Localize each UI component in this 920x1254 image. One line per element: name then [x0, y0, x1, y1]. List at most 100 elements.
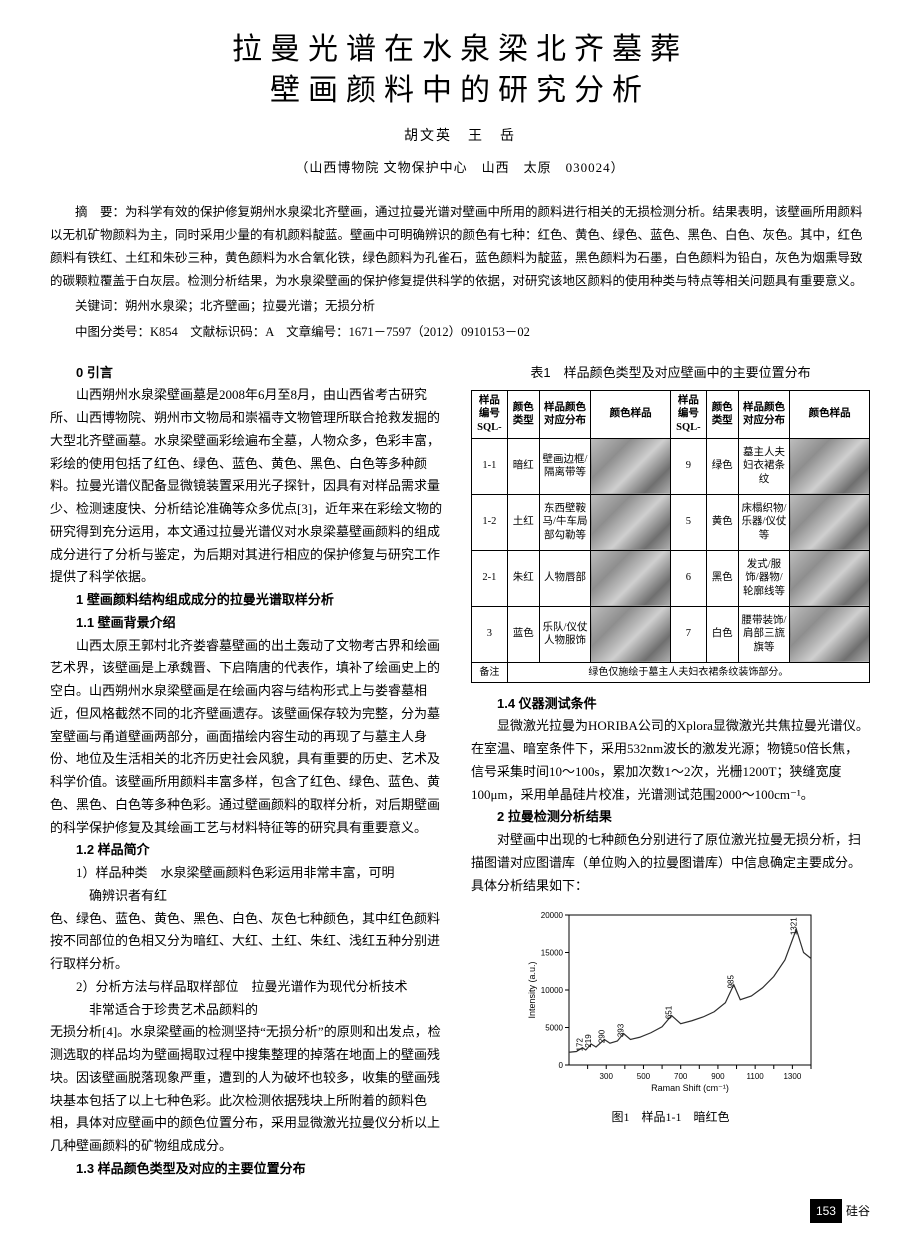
sample-image-cell [790, 494, 870, 550]
page-footer: 153 硅谷 [50, 1199, 870, 1223]
table-cell: 1-1 [472, 438, 508, 494]
table-cell: 发式/服饰/器物/轮廓线等 [738, 550, 790, 606]
right-column: 表1 样品颜色类型及对应壁画中的主要位置分布 样品编号SQL- 颜色类型 样品颜… [471, 362, 870, 1181]
sample-image-cell [790, 438, 870, 494]
section-0-title: 0 引言 [50, 362, 449, 385]
sample-image-cell [591, 438, 671, 494]
svg-text:1321: 1321 [789, 917, 798, 935]
th-l-color: 颜色类型 [507, 390, 539, 438]
svg-text:1100: 1100 [746, 1072, 764, 1081]
table-cell: 黄色 [706, 494, 738, 550]
th-l-img: 颜色样品 [591, 390, 671, 438]
section-12-i1a: 1）样品种类 水泉梁壁画颜料色彩运用非常丰富，可明 [50, 862, 449, 885]
section-12-i2b: 非常适合于珍贵艺术品颜料的 [50, 999, 449, 1022]
svg-text:0: 0 [558, 1061, 563, 1070]
paper-title: 拉曼光谱在水泉梁北齐墓葬 壁画颜料中的研究分析 [50, 30, 870, 111]
th-l-loc: 样品颜色对应分布 [539, 390, 591, 438]
th-r-color: 颜色类型 [706, 390, 738, 438]
svg-text:900: 900 [711, 1072, 725, 1081]
svg-text:1300: 1300 [783, 1072, 801, 1081]
section-11-p1: 山西太原王郭村北齐娄睿墓壁画的出土轰动了文物考古界和绘画艺术界，该壁画是上承魏晋… [50, 635, 449, 840]
table-cell: 2-1 [472, 550, 508, 606]
section-12-i2a: 2）分析方法与样品取样部位 拉曼光谱作为现代分析技术 [50, 976, 449, 999]
table-row: 2-1朱红人物唇部 6黑色发式/服饰/器物/轮廓线等 [472, 550, 870, 606]
abstract-block: 摘 要：为科学有效的保护修复朔州水泉梁北齐壁画，通过拉曼光谱对壁画中所用的颜料进… [50, 201, 870, 344]
section-12-p2: 无损分析[4]。水泉梁壁画的检测坚持“无损分析”的原则和出发点，检测选取的样品均… [50, 1021, 449, 1158]
keywords-text: 朔州水泉梁；北齐壁画；拉曼光谱；无损分析 [125, 299, 375, 313]
table-cell: 乐队/仪仗人物服饰 [539, 606, 591, 662]
table-cell: 腰带装饰/肩部三旒旗等 [738, 606, 790, 662]
table-cell: 3 [472, 606, 508, 662]
sample-table: 样品编号SQL- 颜色类型 样品颜色对应分布 颜色样品 样品编号SQL- 颜色类… [471, 390, 870, 683]
table-header-row: 样品编号SQL- 颜色类型 样品颜色对应分布 颜色样品 样品编号SQL- 颜色类… [472, 390, 870, 438]
table-cell: 6 [670, 550, 706, 606]
svg-text:500: 500 [636, 1072, 650, 1081]
section-13-title: 1.3 样品颜色类型及对应的主要位置分布 [50, 1158, 449, 1181]
sample-image-cell [790, 606, 870, 662]
svg-text:651: 651 [664, 1006, 673, 1020]
table-cell: 人物唇部 [539, 550, 591, 606]
table-cell: 7 [670, 606, 706, 662]
raman-chart: 3005007009001100130005000100001500020000… [471, 905, 870, 1102]
section-12-p1: 色、绿色、蓝色、黄色、黑色、白色、灰色七种颜色，其中红色颜料按不同部位的色相又分… [50, 908, 449, 976]
abstract-text: 摘 要：为科学有效的保护修复朔州水泉梁北齐壁画，通过拉曼光谱对壁画中所用的颜料进… [50, 201, 870, 294]
table-cell: 蓝色 [507, 606, 539, 662]
page-footer-brand: 硅谷 [846, 1201, 870, 1221]
page-number: 153 [810, 1199, 842, 1223]
section-1-title: 1 壁画颜料结构组成成分的拉曼光谱取样分析 [50, 589, 449, 612]
section-12-i1b: 确辨识者有红 [50, 885, 449, 908]
svg-text:Raman Shift (cm⁻¹): Raman Shift (cm⁻¹) [651, 1083, 729, 1093]
svg-text:700: 700 [674, 1072, 688, 1081]
table-note-row: 备注 绿色仅施绘于墓主人夫妇衣裙条纹装饰部分。 [472, 662, 870, 682]
left-column: 0 引言 山西朔州水泉梁壁画墓是2008年6月至8月，由山西省考古研究所、山西博… [50, 362, 449, 1181]
abstract-body: 为科学有效的保护修复朔州水泉梁北齐壁画，通过拉曼光谱对壁画中所用的颜料进行相关的… [50, 205, 863, 288]
svg-text:219: 219 [584, 1034, 593, 1048]
table-cell: 1-2 [472, 494, 508, 550]
keywords-label: 关键词： [75, 299, 125, 313]
svg-text:5000: 5000 [545, 1024, 563, 1033]
table-cell: 绿色 [706, 438, 738, 494]
section-0-p1: 山西朔州水泉梁壁画墓是2008年6月至8月，由山西省考古研究所、山西博物院、朔州… [50, 384, 449, 589]
svg-text:985: 985 [726, 975, 735, 989]
table-cell: 白色 [706, 606, 738, 662]
chart-svg: 3005007009001100130005000100001500020000… [521, 905, 821, 1095]
title-line-2: 壁画颜料中的研究分析 [270, 74, 650, 107]
svg-text:Intensity (a.u.): Intensity (a.u.) [527, 962, 537, 1019]
sample-image-cell [591, 494, 671, 550]
th-r-id: 样品编号SQL- [670, 390, 706, 438]
keywords-line: 关键词：朔州水泉梁；北齐壁画；拉曼光谱；无损分析 [50, 295, 870, 318]
sample-image-cell [591, 606, 671, 662]
section-12-title: 1.2 样品简介 [50, 839, 449, 862]
table-cell: 墓主人夫妇衣裙条纹 [738, 438, 790, 494]
th-r-loc: 样品颜色对应分布 [738, 390, 790, 438]
table-row: 1-1暗红壁画边框/隔离带等 9绿色墓主人夫妇衣裙条纹 [472, 438, 870, 494]
table-cell: 黑色 [706, 550, 738, 606]
section-2-title: 2 拉曼检测分析结果 [471, 806, 870, 829]
table-note: 绿色仅施绘于墓主人夫妇衣裙条纹装饰部分。 [507, 662, 869, 682]
table-cell: 壁画边框/隔离带等 [539, 438, 591, 494]
table-cell: 9 [670, 438, 706, 494]
svg-text:10000: 10000 [540, 986, 563, 995]
table-row: 1-2土红东西壁鞍马/牛车局部勾勒等5黄色床榻织物/乐器/仪仗等 [472, 494, 870, 550]
table-cell: 朱红 [507, 550, 539, 606]
svg-text:300: 300 [599, 1072, 613, 1081]
th-l-id: 样品编号SQL- [472, 390, 508, 438]
table-cell: 5 [670, 494, 706, 550]
chart-caption: 图1 样品1-1 暗红色 [471, 1107, 870, 1127]
sample-image-cell [790, 550, 870, 606]
abstract-label: 摘 要： [75, 205, 125, 219]
svg-text:393: 393 [616, 1024, 625, 1038]
section-2-p1: 对壁画中出现的七种颜色分别进行了原位激光拉曼无损分析，扫描图谱对应图谱库（单位购… [471, 829, 870, 897]
authors: 胡文英 王 岳 [50, 125, 870, 149]
table-note-label: 备注 [472, 662, 508, 682]
table-caption: 表1 样品颜色类型及对应壁画中的主要位置分布 [471, 362, 870, 384]
table-cell: 暗红 [507, 438, 539, 494]
table-row: 3蓝色乐队/仪仗人物服饰 7白色腰带装饰/肩部三旒旗等 [472, 606, 870, 662]
svg-text:20000: 20000 [540, 911, 563, 920]
section-12-list: 1）样品种类 水泉梁壁画颜料色彩运用非常丰富，可明 确辨识者有红 [50, 862, 449, 908]
title-line-1: 拉曼光谱在水泉梁北齐墓葬 [232, 33, 688, 66]
svg-text:172: 172 [575, 1038, 584, 1052]
th-r-img: 颜色样品 [790, 390, 870, 438]
sample-image-cell [591, 550, 671, 606]
affiliation: （山西博物院 文物保护中心 山西 太原 030024） [50, 157, 870, 179]
